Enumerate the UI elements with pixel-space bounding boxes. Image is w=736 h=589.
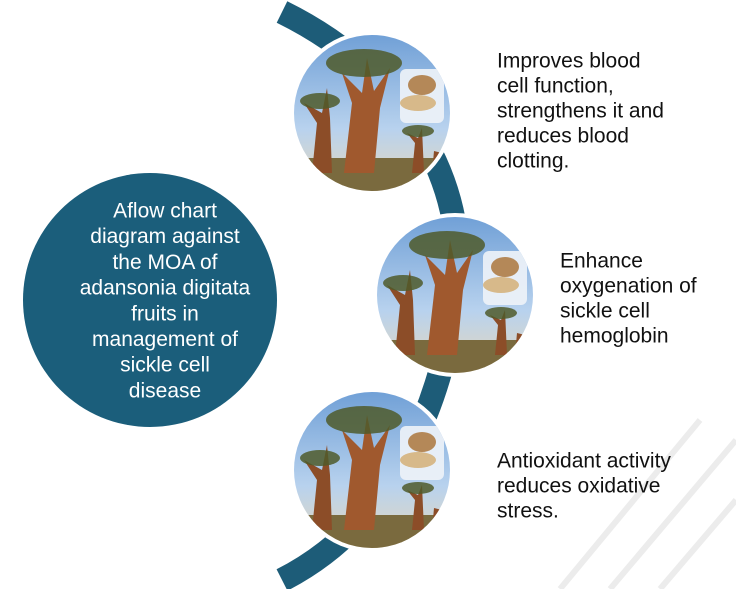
item-text: Improves blood bbox=[497, 50, 641, 73]
image-circle bbox=[373, 213, 537, 377]
item-text: strengthens it and bbox=[497, 100, 664, 123]
item-text: cell function, bbox=[497, 75, 614, 98]
item-text: stress. bbox=[497, 500, 559, 523]
item-text: Antioxidant activity bbox=[497, 450, 671, 473]
center-text: disease bbox=[129, 379, 201, 402]
diagram: Aflow chartdiagram against the MOA of adan… bbox=[0, 0, 736, 589]
item-text: hemoglobin bbox=[560, 325, 669, 348]
item-text: Enhance bbox=[560, 250, 643, 273]
center-text: the MOA of bbox=[112, 251, 217, 274]
item-text: oxygenation of bbox=[560, 275, 697, 298]
center-text: adansonia digitata bbox=[80, 277, 251, 300]
watermark bbox=[560, 420, 736, 589]
item-text: reduces oxidative bbox=[497, 475, 660, 498]
center-text: fruits in bbox=[131, 302, 199, 325]
item-text: reduces blood bbox=[497, 125, 629, 148]
item-text: sickle cell bbox=[560, 300, 650, 323]
center-text: diagram against bbox=[90, 225, 240, 248]
item-text: clotting. bbox=[497, 150, 569, 173]
center-text: Aflow chart bbox=[113, 200, 217, 223]
image-circle bbox=[290, 388, 454, 552]
center-text: management of bbox=[92, 328, 238, 351]
center-text: sickle cell bbox=[120, 354, 210, 377]
image-circle bbox=[290, 31, 454, 195]
